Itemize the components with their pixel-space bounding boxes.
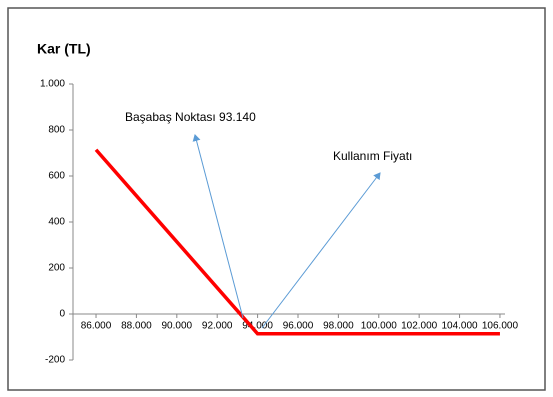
y-tick-label: 400 (48, 217, 65, 228)
annotation-arrow (261, 172, 381, 329)
x-tick-label: 100.000 (361, 321, 398, 332)
x-tick-label: 96.000 (283, 321, 314, 332)
chart-title: Kar (TL) (37, 41, 91, 57)
x-tick-label: 104.000 (441, 321, 478, 332)
plot-area: -200 0 200 400 600 800 1.000 86.000 88.000 90.000… (40, 79, 518, 366)
payoff-line (94, 148, 500, 336)
x-tick-label: 90.000 (162, 321, 193, 332)
y-tick-label: 800 (48, 125, 65, 136)
y-tick-label: 0 (59, 309, 65, 320)
x-tick-label: 102.000 (401, 321, 438, 332)
annotation: Başabaş Noktası 93.140 (125, 110, 256, 124)
annotation-arrow (192, 134, 244, 319)
x-tick-label: 86.000 (81, 321, 112, 332)
x-tick-label: 98.000 (323, 321, 354, 332)
x-tick-label: 92.000 (202, 321, 233, 332)
annotation: Kullanım Fiyatı (333, 149, 412, 163)
y-tick-label: -200 (45, 355, 65, 366)
y-tick-label: 1.000 (40, 79, 65, 90)
x-tick-label: 88.000 (121, 321, 152, 332)
y-tick-label: 600 (48, 171, 65, 182)
chart-frame (7, 7, 546, 391)
x-tick-label: 94.000 (242, 321, 273, 332)
x-tick-label: 106.000 (482, 321, 519, 332)
y-tick-label: 200 (48, 263, 65, 274)
